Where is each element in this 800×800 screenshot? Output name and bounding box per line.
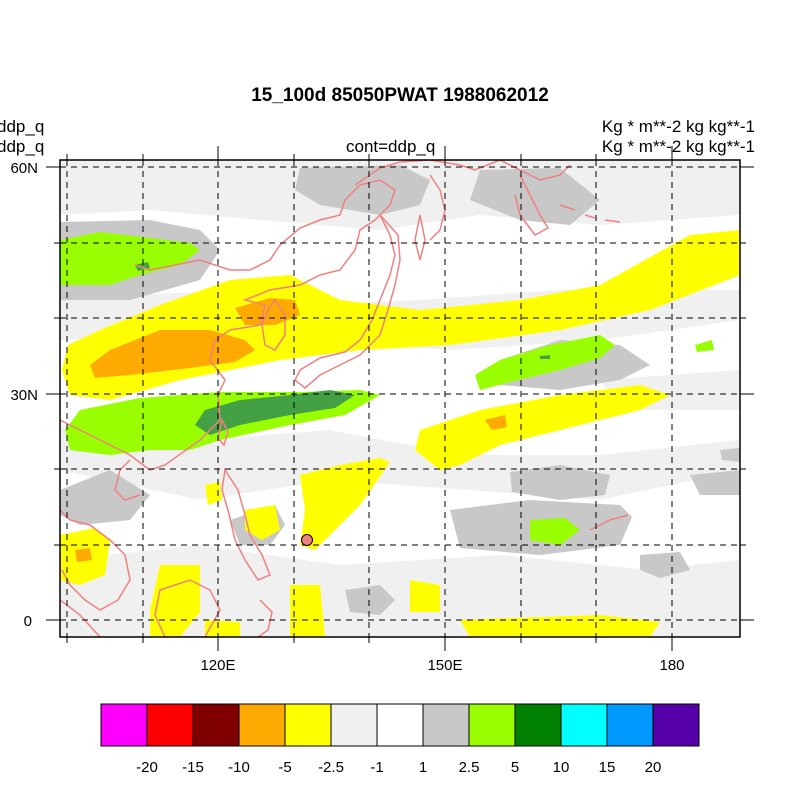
indochina-coastline	[60, 509, 131, 611]
colorbar-label: -2.5	[318, 759, 344, 776]
lon-tick-label: 120E	[200, 657, 235, 674]
lon-tick-label: 150E	[427, 657, 462, 674]
lat-tick-label: 0	[24, 613, 32, 630]
colorbar-swatch	[468, 703, 516, 747]
shaded-field	[60, 160, 740, 637]
gray-region	[510, 465, 610, 500]
orange-region	[75, 548, 92, 562]
colorbar-swatch	[146, 703, 194, 747]
colorbar-label: 2.5	[459, 759, 480, 776]
colorbar-swatch	[422, 703, 470, 747]
kamchatka-coastline	[514, 174, 550, 236]
left-variable-label-1: ddp_q	[0, 117, 45, 136]
aleutian-coastline	[559, 204, 621, 223]
gridlines	[60, 160, 740, 637]
colorbar-label: 10	[553, 759, 570, 776]
light-green-region	[60, 232, 200, 285]
taiwan-coastline	[217, 417, 229, 447]
colorbar-swatch	[192, 703, 240, 747]
sakhalin-coastline	[414, 214, 426, 261]
colorbar-label: 20	[645, 759, 662, 776]
colorbar-label: -5	[278, 759, 291, 776]
light-green-region	[530, 518, 580, 545]
asia-coastline	[60, 179, 396, 471]
colorbar-swatch	[514, 703, 562, 747]
sulawesi-coastline	[257, 599, 273, 637]
tick-labels: 60N 30N 0 120E 150E 180	[10, 160, 684, 674]
gray-region	[295, 165, 430, 215]
contour-label: cont=ddp_q	[346, 137, 436, 156]
orange-region	[485, 415, 507, 430]
yellow-band	[415, 385, 670, 470]
colorbar: -20 -15 -10 -5 -2.5 -1 1 2.5 5 10 15 20	[100, 703, 700, 776]
yellow-blob	[290, 585, 325, 637]
yellow-blob	[205, 482, 222, 505]
coastlines	[60, 160, 629, 637]
yellow-blob	[300, 458, 390, 550]
colorbar-label: -10	[228, 759, 250, 776]
colorbar-swatch	[238, 703, 286, 747]
yellow-blob	[410, 580, 440, 612]
light-gray-region	[60, 545, 740, 637]
units-label-2: Kg * m**-2 kg kg**-1	[601, 137, 755, 156]
yellow-blob	[205, 620, 240, 637]
units-label-1: Kg * m**-2 kg kg**-1	[601, 117, 755, 136]
colorbar-swatch	[652, 703, 700, 747]
location-marker	[301, 534, 313, 546]
colorbar-swatch	[100, 703, 148, 747]
map-frame	[59, 159, 741, 638]
colorbar-label: -1	[370, 759, 383, 776]
colorbar-label: 5	[511, 759, 519, 776]
lat-tick-label: 60N	[10, 160, 38, 177]
colorbar-swatch	[376, 703, 424, 747]
colorbar-swatch	[330, 703, 378, 747]
lat-tick-label: 30N	[10, 387, 38, 404]
gray-region	[345, 585, 395, 615]
gray-region	[640, 552, 690, 578]
borneo-coastline	[154, 579, 221, 637]
dark-green-region	[540, 355, 550, 359]
light-green-region	[695, 340, 714, 352]
colorbar-label: 15	[599, 759, 616, 776]
axis-ticks	[46, 146, 754, 651]
colorbar-swatch	[606, 703, 654, 747]
light-green-region	[475, 335, 615, 390]
dark-green-region	[195, 390, 355, 435]
lon-tick-label: 180	[659, 657, 684, 674]
colorbar-swatch	[560, 703, 608, 747]
left-variable-label-2: ddp_q	[0, 137, 45, 156]
yellow-blob	[245, 505, 280, 540]
gray-region	[470, 168, 600, 225]
yellow-blob	[150, 565, 200, 637]
gray-region	[720, 448, 740, 462]
japan-coastline	[294, 214, 401, 389]
china-inland-coastline	[114, 459, 141, 501]
pacific-island-coastline	[589, 514, 629, 531]
colorbar-label: 1	[419, 759, 427, 776]
colorbar-swatch	[284, 703, 332, 747]
russia-coastline	[354, 160, 571, 186]
philippines-coastline	[221, 467, 271, 581]
map-title: 15_100d 85050PWAT 1988062012	[251, 85, 549, 106]
gray-region	[60, 470, 150, 525]
gray-region	[690, 470, 740, 495]
colorbar-label: -15	[182, 759, 204, 776]
colorbar-label: -20	[136, 759, 158, 776]
